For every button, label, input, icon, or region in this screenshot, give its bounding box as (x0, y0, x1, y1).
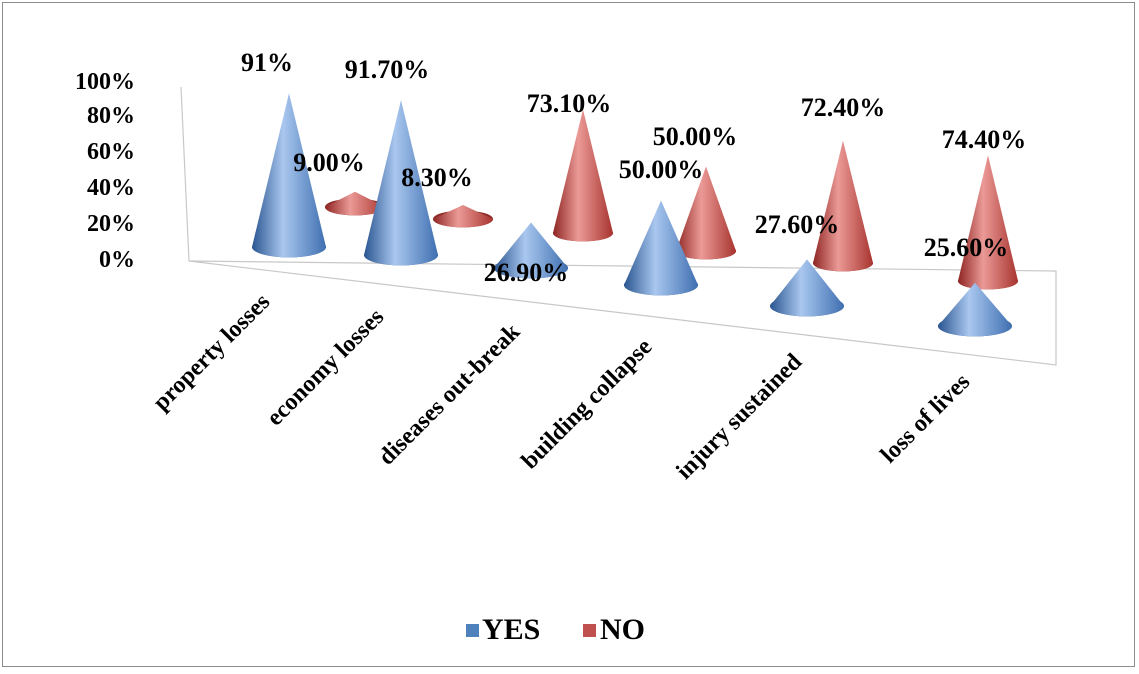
no-data-label: 74.40% (942, 125, 1027, 154)
legend: YES NO (466, 613, 645, 646)
category-label: injury sustained (671, 348, 807, 484)
x-axis: property losses economy losses diseases … (148, 289, 975, 485)
yes-data-label: 26.90% (484, 258, 569, 287)
no-cone (676, 166, 736, 260)
category-label: economy losses (262, 304, 389, 431)
back-wall-edge (180, 86, 190, 262)
chart-floor (188, 260, 1057, 366)
cone-chart: 100% 80% 60% 40% 20% 0% 91% 91.70% 26.90% 5… (75, 48, 1057, 646)
yes-cone (252, 93, 326, 258)
y-tick-label: 40% (87, 175, 135, 201)
no-cone (958, 155, 1018, 290)
legend-label-no: NO (600, 613, 645, 646)
legend-swatch-yes (466, 624, 479, 637)
y-axis: 100% 80% 60% 40% 20% 0% (75, 69, 135, 273)
y-tick-label: 80% (87, 103, 135, 129)
y-tick-label: 60% (87, 139, 135, 165)
yes-data-label: 91.70% (345, 55, 430, 84)
no-data-label: 50.00% (653, 122, 738, 151)
no-cone (813, 140, 873, 272)
category-label: building collapse (517, 334, 658, 475)
yes-cone (624, 200, 698, 296)
yes-data-label: 50.00% (619, 155, 704, 184)
no-cone (325, 191, 385, 216)
no-data-label: 9.00% (293, 148, 365, 177)
yes-data-label: 25.60% (924, 233, 1009, 262)
no-data-label: 72.40% (801, 93, 886, 122)
category-label: loss of lives (876, 369, 975, 468)
y-tick-label: 100% (75, 69, 135, 95)
yes-data-label: 27.60% (755, 210, 840, 239)
legend-swatch-no (583, 624, 596, 637)
yes-cone (938, 282, 1012, 337)
yes-data-label: 91% (241, 48, 293, 77)
y-tick-label: 20% (87, 211, 135, 237)
no-data-label: 8.30% (401, 163, 473, 192)
no-cone (553, 109, 613, 242)
plot-area: 91% 91.70% 26.90% 50.00% 27.60% 25.60% 9.00% 8.… (241, 48, 1027, 337)
category-label: diseases out-break (374, 318, 526, 470)
yes-cone (770, 259, 844, 317)
legend-label-yes: YES (482, 613, 540, 646)
yes-cone (364, 100, 438, 266)
no-data-label: 73.10% (527, 89, 612, 118)
y-tick-label: 0% (99, 247, 135, 273)
yes-cone (494, 222, 568, 279)
no-cone (433, 204, 493, 228)
category-label: property losses (148, 289, 275, 416)
